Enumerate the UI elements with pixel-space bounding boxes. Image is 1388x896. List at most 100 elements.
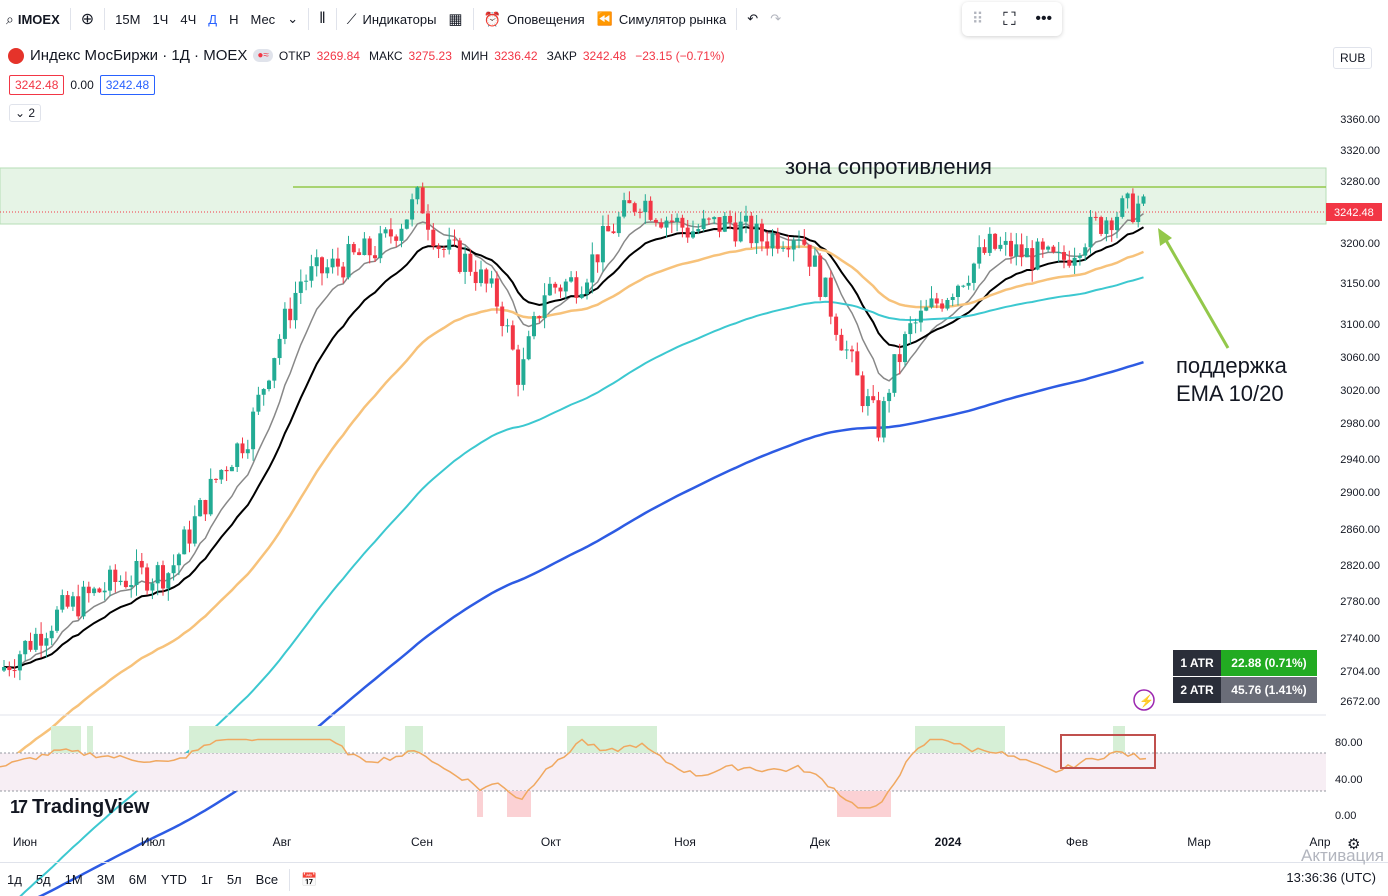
range-ytd[interactable]: YTD [160,872,187,887]
overbought-highlight [585,726,591,753]
ema-20-line [3,225,1145,669]
indicators-icon: ⟋ [346,10,357,27]
oversold-highlight [885,791,891,817]
range-5d[interactable]: 5д [35,872,51,887]
candle-body [855,351,860,376]
range-1y[interactable]: 1г [200,872,213,887]
interval-week[interactable]: Н [229,11,239,27]
candle-body [998,244,1003,249]
price-tick-label: 2740.00 [1340,633,1380,645]
chart-type-button[interactable]: ǁ [313,0,332,38]
candle-body [956,285,960,297]
overbought-highlight [213,726,219,753]
candle-body [823,277,828,297]
oversold-highlight [861,791,867,817]
overbought-highlight [1119,726,1125,753]
candle-body [553,283,558,288]
templates-button[interactable]: ▦ [442,0,468,38]
candle-body [532,316,536,337]
price-tick-label: 3320.00 [1340,145,1380,157]
candle-body [65,595,70,607]
interval-month[interactable]: Мес [250,11,276,27]
candle-body [881,401,886,438]
drag-handle-icon[interactable]: ⠿ [971,11,984,28]
legend-collapse-button[interactable]: ⌄ 2 [9,104,42,122]
candle-body [648,200,653,220]
time-axis[interactable]: Июн Июл Авг Сен Окт Ноя Дек 2024 Фев Мар Апр [0,830,1388,854]
interval-dropdown[interactable]: ⌄ [281,0,304,38]
price-tick-label: 2704.00 [1340,666,1380,678]
interval-15m[interactable]: 15М [115,11,141,27]
tradingview-logo[interactable]: 17 TradingView [10,796,149,819]
interval-1h[interactable]: 1Ч [152,11,169,27]
chevron-down-icon: ⌄ [287,11,299,26]
top-toolbar: ⌕ IMOEX ⊕ 15М 1Ч 4Ч Д Н Мес ⌄ ǁ ⟋ Индика… [0,0,1388,38]
candle-body [219,469,224,480]
candle-body [113,569,118,582]
bid-pill[interactable]: 3242.48 [9,75,65,95]
candle-body [643,200,648,213]
candle-body [81,586,86,617]
price-axis[interactable]: 3360.00 3320.00 3280.00 3200.00 3150.00 3100.… [1328,100,1388,820]
candle-body [1115,216,1119,231]
candle-body [738,221,743,242]
redo-icon: ↷ [770,11,782,26]
time-tick-label: 2024 [934,835,962,849]
alerts-button[interactable]: ⏰ Оповещения [478,0,591,38]
grid-icon: ▦ [448,11,463,28]
candle-body [1009,240,1013,257]
high-value: 3275.23 [408,48,452,63]
candle-body [161,565,165,589]
fullscreen-icon[interactable]: ⛶ [1003,8,1016,29]
support-arrow-head [1158,228,1172,246]
candle-body [701,218,706,230]
candle-body [759,223,764,242]
divider [104,8,106,30]
redo-button[interactable]: ↷ [764,0,787,38]
overbought-highlight [969,726,975,753]
candle-body [627,200,632,204]
symbol-search[interactable]: ⌕ IMOEX [0,0,66,38]
candle-body [479,269,483,284]
undo-button[interactable]: ↶ [741,0,764,38]
clock[interactable]: 13:36:36 (UTC) [1286,870,1376,885]
candle-body [675,217,680,222]
goto-date-button[interactable]: 📅 [294,872,324,888]
candle-body [638,211,642,213]
candle-body [574,277,579,298]
replay-button[interactable]: ⏪ Симулятор рынка [591,0,733,38]
range-1d[interactable]: 1д [7,872,22,887]
candle-body [463,253,468,272]
range-1m[interactable]: 1М [64,872,83,887]
overbought-highlight [63,726,69,753]
candle-body [457,240,462,272]
candle-body [447,239,452,250]
settings-gear-icon[interactable]: ⚙ [1347,836,1361,853]
candle-body [913,322,918,324]
range-6m[interactable]: 6М [128,872,147,887]
overbought-highlight [189,726,195,753]
range-all[interactable]: Все [255,872,279,887]
candle-body [971,263,976,283]
overbought-highlight [417,726,423,753]
interval-4h[interactable]: 4Ч [180,11,197,27]
candle-body [516,349,521,385]
ask-pill[interactable]: 3242.48 [99,75,156,95]
compare-button[interactable]: ⊕ [75,0,100,38]
time-tick-label: Июл [140,835,166,849]
divider [289,868,291,891]
candle-body [139,560,144,568]
range-3m[interactable]: 3М [96,872,115,887]
candle-body [70,596,75,607]
indicators-button[interactable]: ⟋ Индикаторы [341,0,443,38]
more-icon[interactable]: ••• [1035,10,1053,27]
candle-body [616,216,621,234]
interval-day[interactable]: Д [208,11,218,27]
candle-body [903,334,907,363]
currency-selector[interactable]: RUB [1333,47,1373,69]
range-5y[interactable]: 5л [226,872,242,887]
overbought-highlight [639,726,645,753]
candle-body [150,583,155,591]
eye-icon[interactable]: ●≈ [253,49,273,62]
